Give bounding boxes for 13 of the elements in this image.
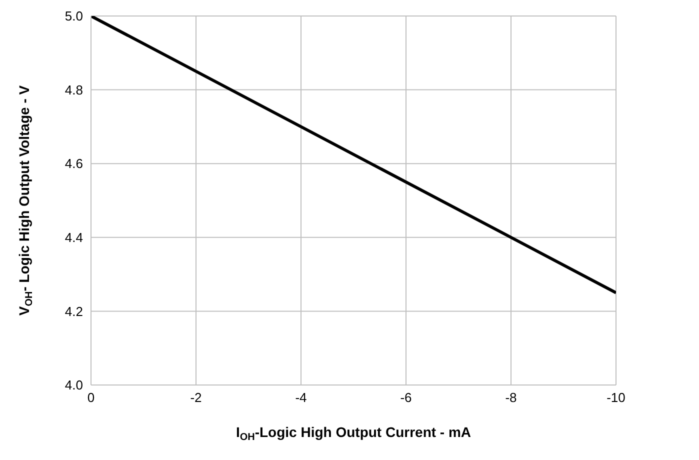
y-tick-label: 4.6 [64,156,83,172]
x-tick-label: -8 [505,390,517,406]
y-tick-label: 4.2 [64,304,83,319]
y-tick-label: 4.0 [64,378,83,393]
x-tick-label: 0 [87,390,95,406]
x-tick-label: -10 [606,390,626,406]
y-tick-label: 5.0 [64,8,83,24]
x-tick-label: -4 [295,390,307,406]
y-tick-label: 4.4 [64,230,83,246]
x-tick-label: -2 [190,390,202,406]
x-axis-title: I$_{OH}$-Logic High Output Current - mA [236,424,472,442]
y-tick-label: 4.8 [64,82,83,98]
x-tick-label: -6 [400,390,412,406]
